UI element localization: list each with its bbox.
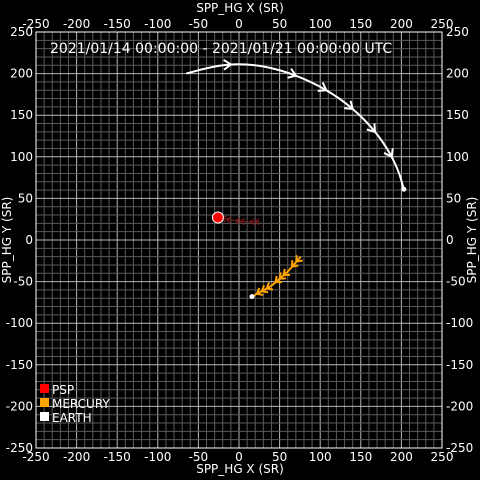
y-tick-label-left: -200 (6, 399, 33, 413)
earth-direction-arrow (383, 148, 394, 159)
y-tick-label-right: 150 (446, 108, 469, 122)
y-axis-title-left: SPP_HG Y (SR) (0, 197, 14, 284)
x-tick-label-top: -50 (189, 17, 209, 31)
x-tick-label-top: 50 (272, 17, 287, 31)
y-tick-label-left: 100 (10, 150, 33, 164)
mercury-marker (249, 294, 255, 300)
x-tick-label-bottom: 50 (272, 450, 287, 464)
position-markers (211, 186, 407, 300)
y-tick-label-left: -100 (6, 316, 33, 330)
y-tick-label-left: -150 (6, 358, 33, 372)
x-tick-label-bottom: 150 (349, 450, 372, 464)
x-tick-label-top: 150 (349, 17, 372, 31)
y-tick-label-right: -50 (446, 275, 466, 289)
mercury-trail-chevron (278, 272, 287, 280)
earth-direction-arrow (344, 100, 355, 111)
x-tick-label-top: -150 (104, 17, 131, 31)
psp-trail-chevron (234, 217, 241, 225)
mercury-trail-chevron (282, 268, 291, 277)
y-tick-label-right: -200 (446, 399, 473, 413)
x-tick-label-bottom: -50 (189, 450, 209, 464)
tick-labels: -250-250-250 -250-200-200-200 -200-150-150… (6, 17, 473, 464)
earth-direction-arrow (317, 82, 328, 92)
psp-trail-chevron (225, 216, 232, 224)
earth-direction-arrow (223, 59, 233, 71)
x-tick-label-bottom: 250 (431, 450, 454, 464)
y-axis-title-right: SPP_HG Y (SR) (465, 197, 479, 284)
legend-label-mercury: MERCURY (52, 397, 110, 411)
y-tick-label-right: -100 (446, 316, 473, 330)
x-axis-title-top: SPP_HG X (SR) (196, 1, 284, 15)
legend-label-psp: PSP (52, 383, 74, 397)
mercury-trail-chevron (260, 284, 269, 294)
mercury-trail-chevron (265, 282, 274, 291)
mercury-trail-chevron (295, 255, 303, 263)
earth-marker (401, 186, 407, 192)
y-tick-label-left: 250 (10, 25, 33, 39)
y-tick-label-left: -250 (6, 441, 33, 455)
mercury-trail-chevron (255, 287, 264, 296)
x-tick-label-top: 250 (431, 17, 454, 31)
y-tick-label-left: 200 (10, 67, 33, 81)
y-tick-label-left: 50 (18, 191, 33, 205)
y-tick-label-left: -50 (13, 275, 33, 289)
legend-label-earth: EARTH (52, 411, 92, 425)
earth-trail (185, 63, 405, 190)
x-axis-title-bottom: SPP_HG X (SR) (196, 462, 284, 476)
x-tick-label-top: 0 (235, 17, 243, 31)
direction-arrows (221, 59, 394, 296)
x-tick-label-bottom: -100 (144, 450, 171, 464)
x-tick-label-bottom: -150 (104, 450, 131, 464)
psp-trail (217, 217, 261, 223)
psp-trail-chevron (239, 217, 246, 226)
earth-direction-arrow (287, 68, 298, 79)
y-tick-label-right: 200 (446, 67, 469, 81)
x-tick-label-top: 200 (390, 17, 413, 31)
y-tick-label-right: -150 (446, 358, 473, 372)
psp-marker (211, 211, 224, 224)
y-tick-label-left: 0 (25, 233, 33, 247)
x-tick-label-top: -100 (144, 17, 171, 31)
x-tick-label-bottom: 0 (235, 450, 243, 464)
x-tick-label-bottom: -250 (22, 450, 49, 464)
x-tick-label-top: 100 (309, 17, 332, 31)
y-tick-label-right: 250 (446, 25, 469, 39)
x-tick-label-bottom: 200 (390, 450, 413, 464)
y-tick-label-right: 100 (446, 150, 469, 164)
x-tick-label-top: -250 (22, 17, 49, 31)
trails (185, 63, 405, 298)
y-tick-label-right: -250 (446, 441, 473, 455)
chart-title: 2021/01/14 00:00:00 - 2021/01/21 00:00:0… (50, 41, 392, 57)
x-tick-label-bottom: -200 (63, 450, 90, 464)
y-tick-label-right: 50 (446, 191, 461, 205)
psp-trail-chevron (254, 218, 260, 226)
y-tick-label-right: 0 (446, 233, 454, 247)
plot-frame (35, 31, 443, 449)
psp-trail-chevron (249, 218, 255, 226)
legend-swatch-earth (40, 412, 49, 421)
legend-swatch-mercury (40, 398, 49, 407)
grid (35, 31, 443, 449)
legend-swatch-psp (40, 384, 49, 393)
mercury-trail-chevron (274, 275, 282, 284)
y-tick-label-left: 150 (10, 108, 33, 122)
earth-direction-arrow (366, 123, 377, 134)
x-tick-label-bottom: 100 (309, 450, 332, 464)
x-tick-label-top: -200 (63, 17, 90, 31)
mercury-trail-chevron (291, 260, 299, 268)
